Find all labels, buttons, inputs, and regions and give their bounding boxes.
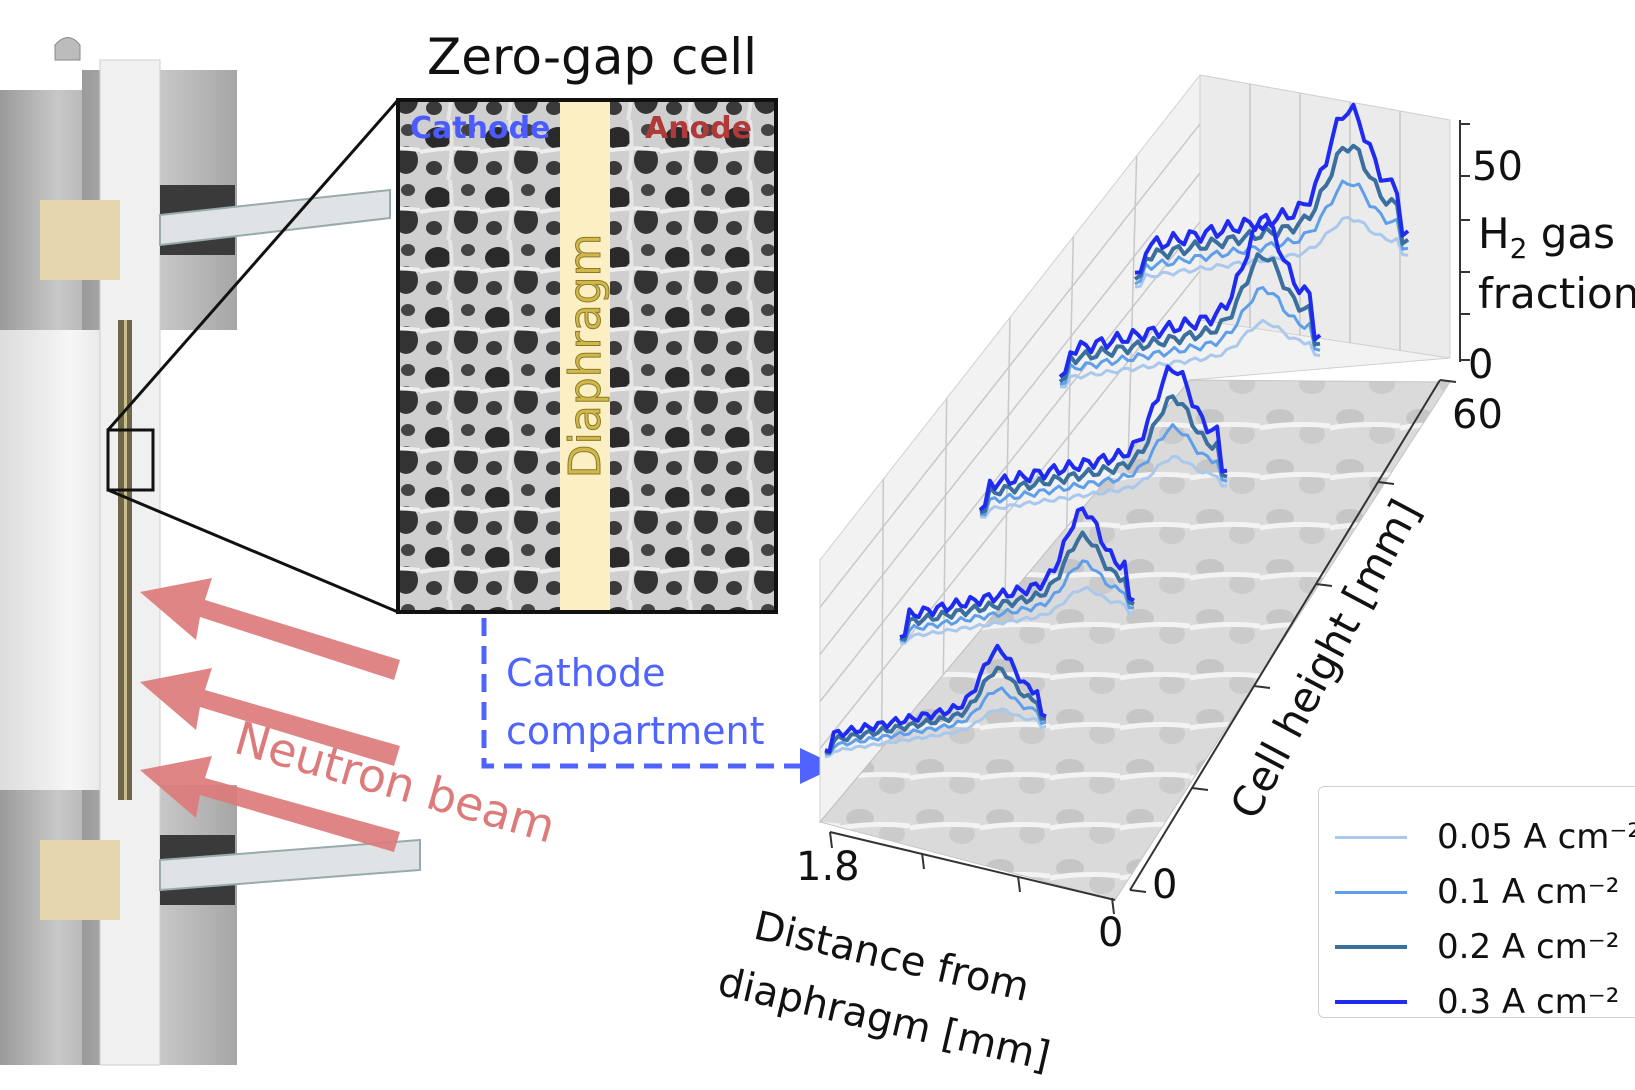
legend: 0.05 A cm⁻² 0.1 A cm⁻² 0.2 A cm⁻² 0.3 A … [1318, 786, 1635, 1022]
profile-line-slice5-series2 [1134, 179, 1409, 286]
x-tick-right: 0 [1098, 910, 1123, 956]
profile-line-slice1-series4 [824, 643, 1047, 754]
profile-line-slice4-series1 [1059, 318, 1321, 389]
profile-line-slice4-series2 [1059, 286, 1321, 386]
electrolyzer-cell-illustration [0, 37, 421, 1066]
z-tick-bottom: 0 [1468, 342, 1493, 388]
legend-item-2: 0.1 A cm⁻² [1335, 872, 1619, 912]
z-tick-top: 50 [1472, 144, 1523, 190]
grid-line-depth-3 [1004, 317, 1011, 602]
y-tick-top: 60 [1452, 392, 1503, 438]
profile-lines [824, 102, 1410, 759]
profile-line-slice3-series2 [979, 423, 1228, 517]
profile-line-slice2-series2 [899, 559, 1135, 643]
legend-label-3: 0.2 A cm⁻² [1437, 927, 1620, 967]
grid-lines [819, 84, 1401, 750]
grid-line-height-1 [819, 123, 1201, 608]
legend-item-3: 0.2 A cm⁻² [1335, 927, 1619, 967]
h2-gas-fraction-3d-plot [819, 74, 1470, 915]
profile-line-slice3-series3 [979, 394, 1228, 515]
profile-line-slice1-series3 [824, 665, 1046, 755]
zoom-lines [106, 99, 400, 614]
profile-line-slice4-series3 [1058, 252, 1321, 384]
profile-line-slice1-series2 [824, 686, 1047, 756]
diaphragm-label: Diaphragm [560, 234, 611, 479]
profile-line-slice5-series4 [1134, 102, 1410, 275]
grid-line-height-3 [819, 221, 1201, 702]
cathode-compartment-arrowhead [800, 748, 838, 784]
cathode-compartment-line2: compartment [506, 709, 764, 753]
diaphragm-band [560, 100, 610, 612]
grid-line-depth-2 [942, 398, 948, 675]
right-pane [1199, 74, 1451, 359]
profile-line-slice2-series3 [899, 530, 1135, 642]
axis-ticks [829, 123, 1470, 915]
grid-line-depth-1 [880, 479, 885, 749]
profile-line-slice2-series4 [899, 506, 1135, 640]
profile-line-slice4-series4 [1058, 220, 1322, 379]
z-axis-label-line1: H2 gas [1478, 209, 1615, 265]
z-axis-label-line2: fraction [1478, 269, 1635, 318]
profile-line-slice5-series1 [1134, 215, 1409, 289]
zero-gap-inset [396, 98, 778, 614]
neutron-beam-arrows [140, 578, 400, 852]
cathode-label: Cathode [410, 111, 550, 146]
neutron-arrow-1 [140, 578, 400, 680]
inset-title: Zero-gap cell [427, 28, 757, 86]
neutron-arrow-2 [140, 668, 400, 766]
cathode-compartment-line1: Cathode [506, 651, 666, 695]
profile-line-slice1-series1 [824, 707, 1047, 759]
x-axis-line [829, 831, 1116, 901]
grid-line-height-2 [819, 172, 1201, 655]
legend-swatch-3 [1335, 945, 1407, 949]
y-tick-bottom: 0 [1152, 862, 1177, 908]
profile-line-slice2-series1 [899, 585, 1135, 645]
legend-item-1: 0.05 A cm⁻² [1335, 817, 1635, 857]
legend-swatch-4 [1335, 1000, 1407, 1004]
profile-line-slice5-series3 [1133, 143, 1410, 281]
legend-label-4: 0.3 A cm⁻² [1437, 982, 1620, 1022]
legend-swatch-2 [1335, 890, 1407, 894]
legend-label-2: 0.1 A cm⁻² [1437, 872, 1620, 912]
neutron-arrow-3 [140, 756, 400, 852]
cathode-compartment-arrow [481, 618, 805, 769]
grid-line-height-4 [819, 270, 1201, 750]
profile-line-slice3-series4 [978, 364, 1228, 512]
anode-label: Anode [645, 111, 752, 146]
x-tick-left: 1.8 [796, 844, 860, 890]
legend-swatch-1 [1335, 835, 1407, 839]
legend-item-4: 0.3 A cm⁻² [1335, 982, 1619, 1022]
legend-label-1: 0.05 A cm⁻² [1437, 817, 1635, 857]
profile-line-slice3-series1 [979, 454, 1228, 519]
y-axis-line [1129, 379, 1441, 891]
